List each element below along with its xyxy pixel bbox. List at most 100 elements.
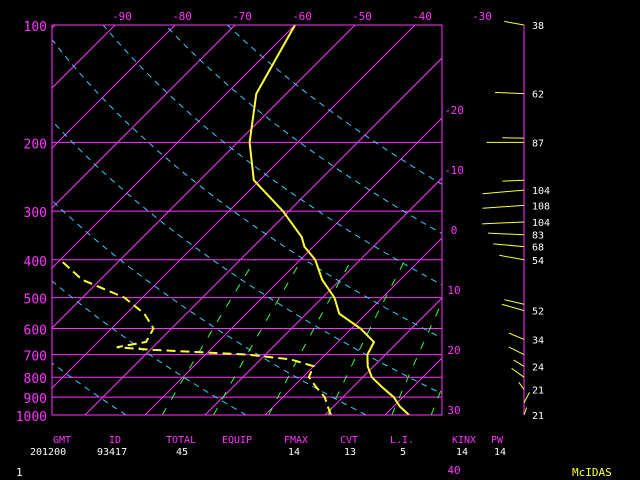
stat-value-total: 45 [176, 447, 189, 458]
diagram-grid [52, 25, 442, 415]
wind-barb [504, 299, 525, 305]
pressure-tick-1000: 1000 [16, 410, 47, 425]
wind-speed-label: 34 [532, 335, 544, 346]
dry-adiabat-310 [52, 119, 442, 395]
dry-adiabat-330 [52, 38, 442, 339]
isotherm--90 [52, 25, 116, 89]
isotherm--10 [204, 177, 442, 415]
isotherm--70 [52, 25, 236, 209]
pressure-tick-100: 100 [24, 20, 47, 35]
wind-barb [482, 189, 525, 195]
wind-barb [508, 332, 525, 340]
right-temp-tick: -10 [444, 164, 464, 177]
wind-barb [513, 359, 525, 367]
temperature-line [248, 25, 410, 415]
plot-border [51, 24, 443, 416]
stat-value-gmt: 201200 [30, 447, 67, 458]
wind-barb [482, 221, 525, 225]
stat-label-equip: EQUIP [222, 435, 253, 446]
stat-label-cvt: CVT [340, 435, 359, 446]
mixing-ratio-2 [213, 259, 303, 415]
isotherm--40 [52, 25, 416, 389]
top-temp-tick: -60 [292, 10, 312, 23]
wind-speed-label: 54 [532, 256, 544, 267]
pressure-tick-500: 500 [24, 293, 47, 308]
right-temp-tick: 10 [447, 284, 460, 297]
pressure-tick-900: 900 [24, 392, 47, 407]
wind-barb [504, 20, 525, 26]
wind-barb [482, 204, 525, 209]
mixing-ratio-8 [327, 259, 406, 415]
mixing-ratio-16 [391, 301, 442, 415]
wind-speed-label: 62 [532, 90, 544, 101]
wind-barb [495, 91, 525, 95]
isotherm--80 [52, 25, 176, 149]
dry-adiabat-250 [52, 362, 127, 415]
top-temp-tick: -70 [232, 10, 252, 23]
isotherm--20 [144, 117, 442, 415]
wind-barb [493, 243, 525, 248]
mixing-ratio-24 [430, 386, 442, 415]
mixing-ratio-1 [161, 259, 256, 415]
pressure-tick-300: 300 [24, 206, 47, 221]
wind-speed-label: 24 [532, 362, 544, 373]
wind-barb [487, 232, 525, 236]
dry-adiabat-350 [102, 25, 442, 286]
stat-value-cvt: 13 [344, 447, 357, 458]
top-temp-tick: -40 [412, 10, 432, 23]
isotherm-10 [324, 297, 442, 415]
mcidas-logo: McIDAS [572, 466, 612, 479]
isotherm-0 [264, 237, 442, 415]
top-temp-tick: -90 [112, 10, 132, 23]
wind-speed-label: 83 [532, 231, 544, 242]
stat-label-kinx: KINX [452, 435, 477, 446]
stat-value-kinx: 14 [456, 447, 469, 458]
stat-label-gmt: GMT [53, 435, 72, 446]
isotherm--60 [52, 25, 296, 269]
dewpoint-line [59, 259, 332, 415]
wind-speed-label: 52 [532, 307, 544, 318]
pressure-tick-800: 800 [24, 372, 47, 387]
wind-barb [501, 303, 525, 312]
isotherm--50 [52, 25, 356, 329]
wind-speed-label: 21 [532, 411, 544, 422]
stat-label-li: L.I. [390, 435, 415, 446]
wind-barb [499, 254, 525, 261]
wind-barb [511, 367, 525, 378]
wind-barb [508, 346, 525, 356]
sounding-series [59, 25, 410, 415]
isotherm-20 [384, 357, 442, 415]
top-temp-tick: -80 [172, 10, 192, 23]
pressure-tick-600: 600 [24, 323, 47, 338]
stat-value-pw: 14 [494, 447, 507, 458]
wind-barb [523, 392, 531, 403]
diagram-frame [51, 24, 443, 416]
stat-value-fmax: 14 [288, 447, 301, 458]
right-temp-tick: 0 [451, 224, 458, 237]
wind-barb [518, 382, 525, 390]
frame-number: 1 [16, 466, 23, 479]
right-temp-tick: 20 [447, 344, 460, 357]
stat-label-fmax: FMAX [284, 435, 309, 446]
top-temp-tick: -50 [352, 10, 372, 23]
stat-value-li: 5 [400, 447, 407, 458]
right-temp-tick: 30 [447, 404, 460, 417]
pressure-tick-400: 400 [24, 255, 47, 270]
wind-speed-label: 68 [532, 243, 544, 254]
stat-label-id: ID [109, 435, 122, 446]
right-temp-tick: -20 [444, 104, 464, 117]
wind-speed-label: 21 [532, 385, 544, 396]
wind-speed-label: 38 [532, 21, 544, 32]
pressure-tick-200: 200 [24, 137, 47, 152]
pressure-tick-700: 700 [24, 350, 47, 365]
dry-adiabat-290 [52, 199, 367, 415]
right-temp-tick: 40 [447, 464, 460, 477]
mixing-ratio-4 [268, 259, 352, 415]
wind-barb [523, 407, 528, 416]
stat-value-id: 93417 [97, 447, 128, 458]
isotherm--30 [84, 57, 442, 415]
wind-speed-label: 104 [532, 186, 550, 197]
wind-speed-label: 87 [532, 138, 544, 149]
